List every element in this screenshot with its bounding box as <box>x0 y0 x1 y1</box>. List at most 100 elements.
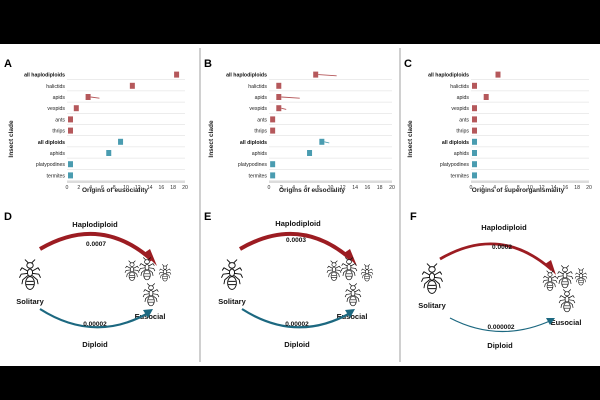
xlabel-C: Origins of superorganismality <box>472 187 565 194</box>
category-label-B-4: ants <box>257 117 267 123</box>
chart-B: B Insect clade Origins of eusociality 0 2… <box>204 58 395 194</box>
diploid-rate-D: 0.00002 <box>83 321 107 328</box>
category-label-C-5: thrips <box>456 129 469 135</box>
bar-A-6 <box>118 138 124 145</box>
category-label-A-5: thrips <box>52 129 65 135</box>
category-label-C-8: platypodines <box>440 162 470 168</box>
x-tick-C-7: 14 <box>551 185 557 191</box>
bar-A-1 <box>129 82 135 89</box>
ylabel-A: Insect clade <box>8 120 15 158</box>
solitary-label-F: Solitary <box>418 301 446 310</box>
xlabel-A: Origins of eusociality <box>82 187 148 194</box>
category-label-A-0: all haplodiploids <box>24 73 65 79</box>
haplodiploid-arrow-E <box>238 231 354 262</box>
category-label-A-8: platypodines <box>36 162 66 168</box>
haplodiploid-label-F: Haplodiploid <box>481 223 527 232</box>
x-tick-A-2: 4 <box>89 185 92 191</box>
category-label-C-9: termites <box>451 173 470 179</box>
bar-B-6 <box>319 138 325 145</box>
bar-C-4 <box>472 116 477 123</box>
category-label-B-1: halictids <box>248 84 267 90</box>
bar-B-7 <box>307 150 313 156</box>
error-bar-B-6 <box>324 141 330 144</box>
panel-label-F: F <box>410 211 417 223</box>
category-label-A-9: termites <box>47 173 66 179</box>
x-tick-C-0: 0 <box>470 185 473 191</box>
x-tick-A-7: 14 <box>147 185 153 191</box>
solitary-ant-icon-F <box>421 263 443 294</box>
x-tick-B-6: 12 <box>340 185 346 191</box>
x-tick-B-3: 6 <box>304 185 307 191</box>
eusocial-ant-icon-D-3 <box>142 283 160 307</box>
panel-label-A: A <box>4 58 12 70</box>
diploid-arrowhead-F <box>546 318 555 325</box>
error-bar-A-2 <box>90 96 100 99</box>
error-bar-B-3 <box>281 107 287 110</box>
ylabel-C: Insect clade <box>407 120 414 158</box>
error-bar-B-2 <box>281 96 300 99</box>
haplodiploid-rate-F: 0.0002 <box>492 244 512 251</box>
haplodiploid-label-D: Haplodiploid <box>72 220 118 229</box>
diagram-D: D Haplodiploid 0.0007 Solitary Eusocial … <box>4 211 172 349</box>
haplodiploid-label-E: Haplodiploid <box>275 219 321 228</box>
diploid-rate-E: 0.00002 <box>285 321 309 328</box>
bar-A-9 <box>68 172 73 179</box>
panel-label-B: B <box>204 58 212 70</box>
haplodiploid-rate-D: 0.0007 <box>86 241 106 248</box>
category-label-B-6: all diploids <box>240 140 267 146</box>
diploid-arrow-E <box>241 308 353 329</box>
bar-B-3 <box>276 105 282 112</box>
x-tick-A-0: 0 <box>66 185 69 191</box>
panel-label-D: D <box>4 211 12 223</box>
diploid-label-F: Diploid <box>487 341 513 350</box>
eusocial-ant-icon-E-3 <box>344 283 362 307</box>
eusocial-label-F: Eusocial <box>551 318 582 327</box>
category-label-A-2: apids <box>53 95 66 101</box>
eusocial-ant-icon-F-2 <box>556 265 574 289</box>
eusocial-label-E: Eusocial <box>337 312 368 321</box>
bar-A-5 <box>68 127 73 134</box>
bar-C-7 <box>472 150 477 156</box>
eusocial-ant-icon-F-3 <box>558 289 576 313</box>
panel-label-E: E <box>204 211 211 223</box>
x-tick-C-9: 18 <box>574 185 580 191</box>
solitary-label-E: Solitary <box>218 297 246 306</box>
solitary-label-D: Solitary <box>16 297 44 306</box>
bar-A-0 <box>174 71 180 78</box>
x-tick-A-9: 18 <box>170 185 176 191</box>
bar-B-1 <box>276 82 282 89</box>
x-tick-B-1: 2 <box>280 185 283 191</box>
bar-A-2 <box>85 94 91 100</box>
bar-A-4 <box>68 116 73 123</box>
bar-C-1 <box>472 82 477 89</box>
x-tick-A-8: 16 <box>159 185 165 191</box>
x-tick-A-3: 6 <box>101 185 104 191</box>
bar-C-8 <box>472 161 477 168</box>
x-tick-C-6: 12 <box>539 185 545 191</box>
category-label-C-0: all haplodiploids <box>428 73 469 79</box>
x-tick-C-8: 16 <box>563 185 569 191</box>
x-tick-B-7: 14 <box>352 185 358 191</box>
eusocial-label-D: Eusocial <box>135 312 166 321</box>
x-tick-A-10: 20 <box>182 185 188 191</box>
x-tick-B-8: 16 <box>365 185 371 191</box>
chart-A: A Insect clade Origins of eusociality 0 2… <box>4 58 188 194</box>
x-tick-C-4: 8 <box>517 185 520 191</box>
eusocial-ant-icon-D-4 <box>158 264 172 282</box>
category-label-A-1: halictids <box>46 84 65 90</box>
haplodiploid-rate-E: 0.0003 <box>286 237 306 244</box>
category-label-B-9: termites <box>249 173 268 179</box>
x-tick-A-4: 8 <box>113 185 116 191</box>
x-tick-B-0: 0 <box>268 185 271 191</box>
category-label-A-3: vespids <box>47 106 65 112</box>
x-tick-C-3: 6 <box>505 185 508 191</box>
category-label-C-4: ants <box>459 117 469 123</box>
bar-C-5 <box>472 127 477 134</box>
category-label-C-1: halictids <box>450 84 469 90</box>
figure-canvas: A Insect clade Origins of eusociality 0 2… <box>4 48 592 362</box>
x-tick-A-5: 10 <box>123 185 129 191</box>
error-bar-B-0 <box>318 74 337 77</box>
bar-C-0 <box>495 71 501 78</box>
x-tick-C-10: 20 <box>586 185 592 191</box>
x-tick-A-1: 2 <box>77 185 80 191</box>
